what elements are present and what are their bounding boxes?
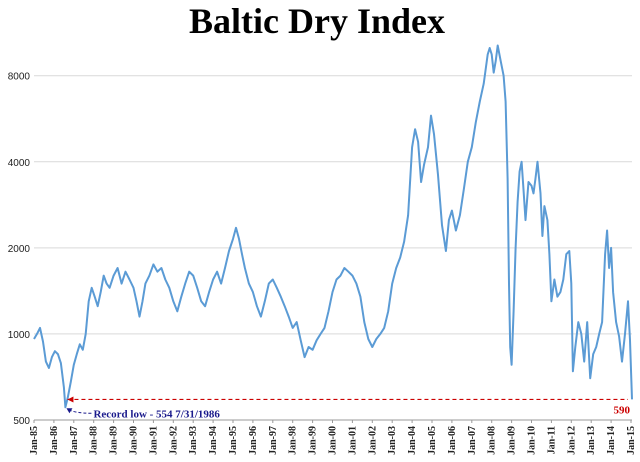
last-value-label: 590 <box>614 404 631 416</box>
x-tick-label: Jan-98 <box>288 426 299 455</box>
x-tick-label: Jan-92 <box>168 426 179 455</box>
record-low-label: Record low - 554 7/31/1986 <box>93 408 220 420</box>
x-tick-label: Jan-06 <box>447 426 458 455</box>
x-tick-label: Jan-95 <box>228 426 239 455</box>
x-tick-label: Jan-87 <box>69 426 80 455</box>
x-tick-label: Jan-07 <box>467 426 478 455</box>
y-tick-label: 500 <box>13 416 30 427</box>
x-tick-label: Jan-09 <box>507 426 518 455</box>
y-tick-label: 1000 <box>8 330 31 341</box>
x-tick-label: Jan-15 <box>626 426 637 455</box>
record-low-arrowhead <box>66 408 73 414</box>
annotations: Record low - 554 7/31/1986 590 <box>66 396 631 420</box>
x-tick-label: Jan-97 <box>268 426 279 455</box>
y-tick-label: 2000 <box>8 244 31 255</box>
x-tick-label: Jan-08 <box>487 426 498 455</box>
x-tick-label: Jan-88 <box>89 426 100 455</box>
grid <box>34 75 632 421</box>
x-tick-label: Jan-93 <box>188 426 199 455</box>
y-tick-label: 4000 <box>8 158 31 169</box>
x-tick-label: Jan-89 <box>109 426 120 455</box>
series-line <box>33 44 633 409</box>
x-tick-label: Jan-05 <box>427 426 438 455</box>
x-tick-label: Jan-02 <box>367 426 378 455</box>
x-tick-label: Jan-13 <box>586 426 597 455</box>
x-tick-label: Jan-10 <box>527 426 538 455</box>
x-tick-label: Jan-96 <box>248 426 259 455</box>
x-tick-label: Jan-00 <box>328 426 339 455</box>
x-tick-label: Jan-99 <box>308 426 319 455</box>
chart-title: Baltic Dry Index <box>189 1 445 41</box>
x-tick-label: Jan-11 <box>546 426 557 454</box>
x-tick-label: Jan-85 <box>29 426 40 455</box>
x-tick-label: Jan-04 <box>407 426 418 455</box>
x-tick-label: Jan-01 <box>347 426 358 455</box>
x-tick-label: Jan-94 <box>208 426 219 455</box>
reference-arrowhead <box>67 396 74 403</box>
x-tick-label: Jan-14 <box>606 426 617 455</box>
x-tick-label: Jan-90 <box>129 426 140 455</box>
plot-area <box>33 44 633 409</box>
x-axis: Jan-85 Jan-86 Jan-87 Jan-88 Jan-89 Jan-90 Jan-… <box>29 419 637 455</box>
y-tick-label: 8000 <box>8 72 31 83</box>
x-tick-label: Jan-86 <box>49 426 60 455</box>
x-tick-label: Jan-03 <box>387 426 398 455</box>
x-tick-label: Jan-91 <box>148 426 159 455</box>
y-axis: 500 1000 2000 4000 8000 <box>8 72 31 427</box>
x-tick-label: Jan-12 <box>566 426 577 455</box>
